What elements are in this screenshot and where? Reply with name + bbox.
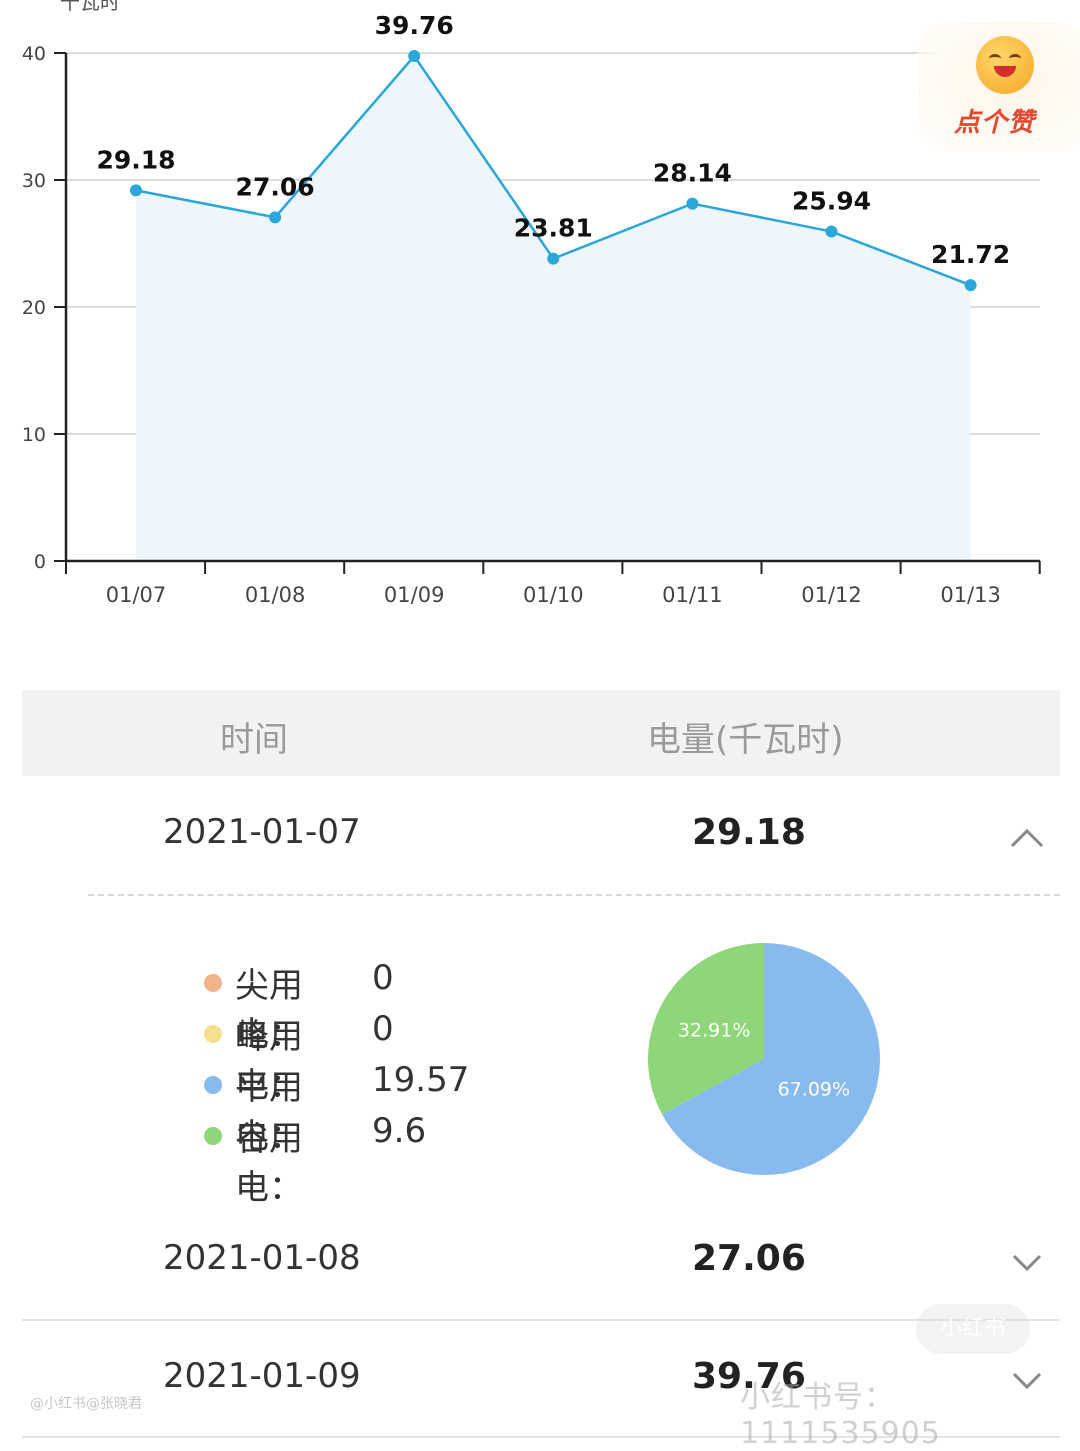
watermark-brand: 小红书 bbox=[916, 1304, 1030, 1354]
data-label: 25.94 bbox=[792, 187, 871, 216]
row-date: 2021-01-09 bbox=[163, 1356, 361, 1396]
chevron-down-icon[interactable] bbox=[1010, 1368, 1044, 1392]
area-fill bbox=[136, 56, 971, 561]
data-label: 29.18 bbox=[96, 145, 175, 174]
data-point bbox=[825, 225, 838, 238]
row-date: 2021-01-08 bbox=[163, 1238, 361, 1278]
row-value: 39.76 bbox=[692, 1356, 806, 1397]
legend-label: 峰用电： bbox=[235, 1017, 303, 1106]
x-tick-label: 01/12 bbox=[801, 583, 862, 607]
legend-dot bbox=[204, 1076, 222, 1094]
table-row[interactable]: 2021-01-07 29.18 bbox=[0, 812, 1080, 872]
legend-value: 19.57 bbox=[372, 1060, 470, 1100]
data-point bbox=[269, 211, 282, 224]
legend-dot bbox=[204, 974, 222, 992]
x-tick-label: 01/10 bbox=[523, 583, 584, 607]
y-tick-label: 40 bbox=[22, 43, 46, 65]
chevron-down-icon[interactable] bbox=[1010, 1250, 1044, 1274]
legend-label: 尖用电： bbox=[235, 966, 303, 1055]
legend-dot bbox=[204, 1127, 222, 1145]
pie-slice-label: 32.91% bbox=[678, 1019, 750, 1041]
data-point bbox=[130, 184, 142, 197]
y-tick-label: 0 bbox=[34, 551, 46, 573]
x-tick-label: 01/09 bbox=[384, 583, 445, 607]
like-label: 点个赞 bbox=[954, 108, 1036, 138]
data-point bbox=[547, 252, 560, 265]
data-point bbox=[686, 197, 699, 210]
y-tick-label: 20 bbox=[22, 297, 46, 319]
watermark-id: 小红书号：1111535905 bbox=[740, 1380, 941, 1451]
usage-pie-chart: 67.09% 32.91% bbox=[648, 943, 880, 1175]
chevron-up-icon[interactable] bbox=[1010, 826, 1044, 850]
line-chart-svg: 0 10 20 30 40 01/07 01/08 01/09 01/10 01/11 01/12 0… bbox=[22, 11, 1041, 607]
data-point bbox=[964, 279, 977, 292]
legend-label: 谷用电： bbox=[235, 1119, 303, 1208]
data-label: 28.14 bbox=[653, 159, 732, 188]
table-row[interactable]: 2021-01-09 39.76 bbox=[0, 1356, 1080, 1416]
legend-value: 0 bbox=[372, 1009, 394, 1049]
data-label: 27.06 bbox=[236, 172, 315, 201]
row-detail-divider bbox=[88, 894, 1060, 896]
table-row[interactable]: 2021-01-08 27.06 bbox=[0, 1238, 1080, 1298]
x-tick-label: 01/11 bbox=[662, 583, 723, 607]
pie-slice bbox=[648, 943, 764, 1115]
pie-slice-label: 67.09% bbox=[778, 1079, 850, 1101]
header-time: 时间 bbox=[220, 720, 288, 760]
pie-slice bbox=[662, 943, 880, 1175]
row-date: 2021-01-07 bbox=[163, 812, 361, 852]
data-label: 23.81 bbox=[514, 214, 593, 243]
table-header: 时间 电量(千瓦时) bbox=[22, 690, 1060, 776]
laughing-face-icon bbox=[976, 36, 1034, 94]
daily-consumption-chart: 千瓦时 0 10 20 30 40 01/07 01/08 01/09 01/10 01/11 01… bbox=[0, 0, 1080, 640]
row-value: 29.18 bbox=[692, 812, 806, 853]
data-label: 39.76 bbox=[375, 11, 454, 40]
legend-dot bbox=[204, 1025, 222, 1043]
header-power: 电量(千瓦时) bbox=[647, 720, 844, 760]
legend-label: 平用电： bbox=[235, 1068, 303, 1157]
x-tick-label: 01/07 bbox=[106, 583, 167, 607]
row-divider bbox=[22, 1319, 1060, 1321]
y-axis-unit-label: 千瓦时 bbox=[60, 0, 120, 14]
y-tick-label: 10 bbox=[22, 424, 46, 446]
x-tick-label: 01/08 bbox=[245, 583, 306, 607]
legend-value: 0 bbox=[372, 958, 394, 998]
data-label: 21.72 bbox=[931, 240, 1010, 269]
legend-value: 9.6 bbox=[372, 1111, 427, 1151]
watermark-small: @小红书@张晓君 bbox=[30, 1396, 142, 1412]
like-badge[interactable]: 点个赞 bbox=[918, 22, 1080, 152]
row-divider bbox=[22, 1436, 1060, 1438]
row-value: 27.06 bbox=[692, 1238, 806, 1279]
x-tick-label: 01/13 bbox=[940, 583, 1001, 607]
y-tick-label: 30 bbox=[22, 170, 46, 192]
data-point bbox=[408, 50, 421, 63]
